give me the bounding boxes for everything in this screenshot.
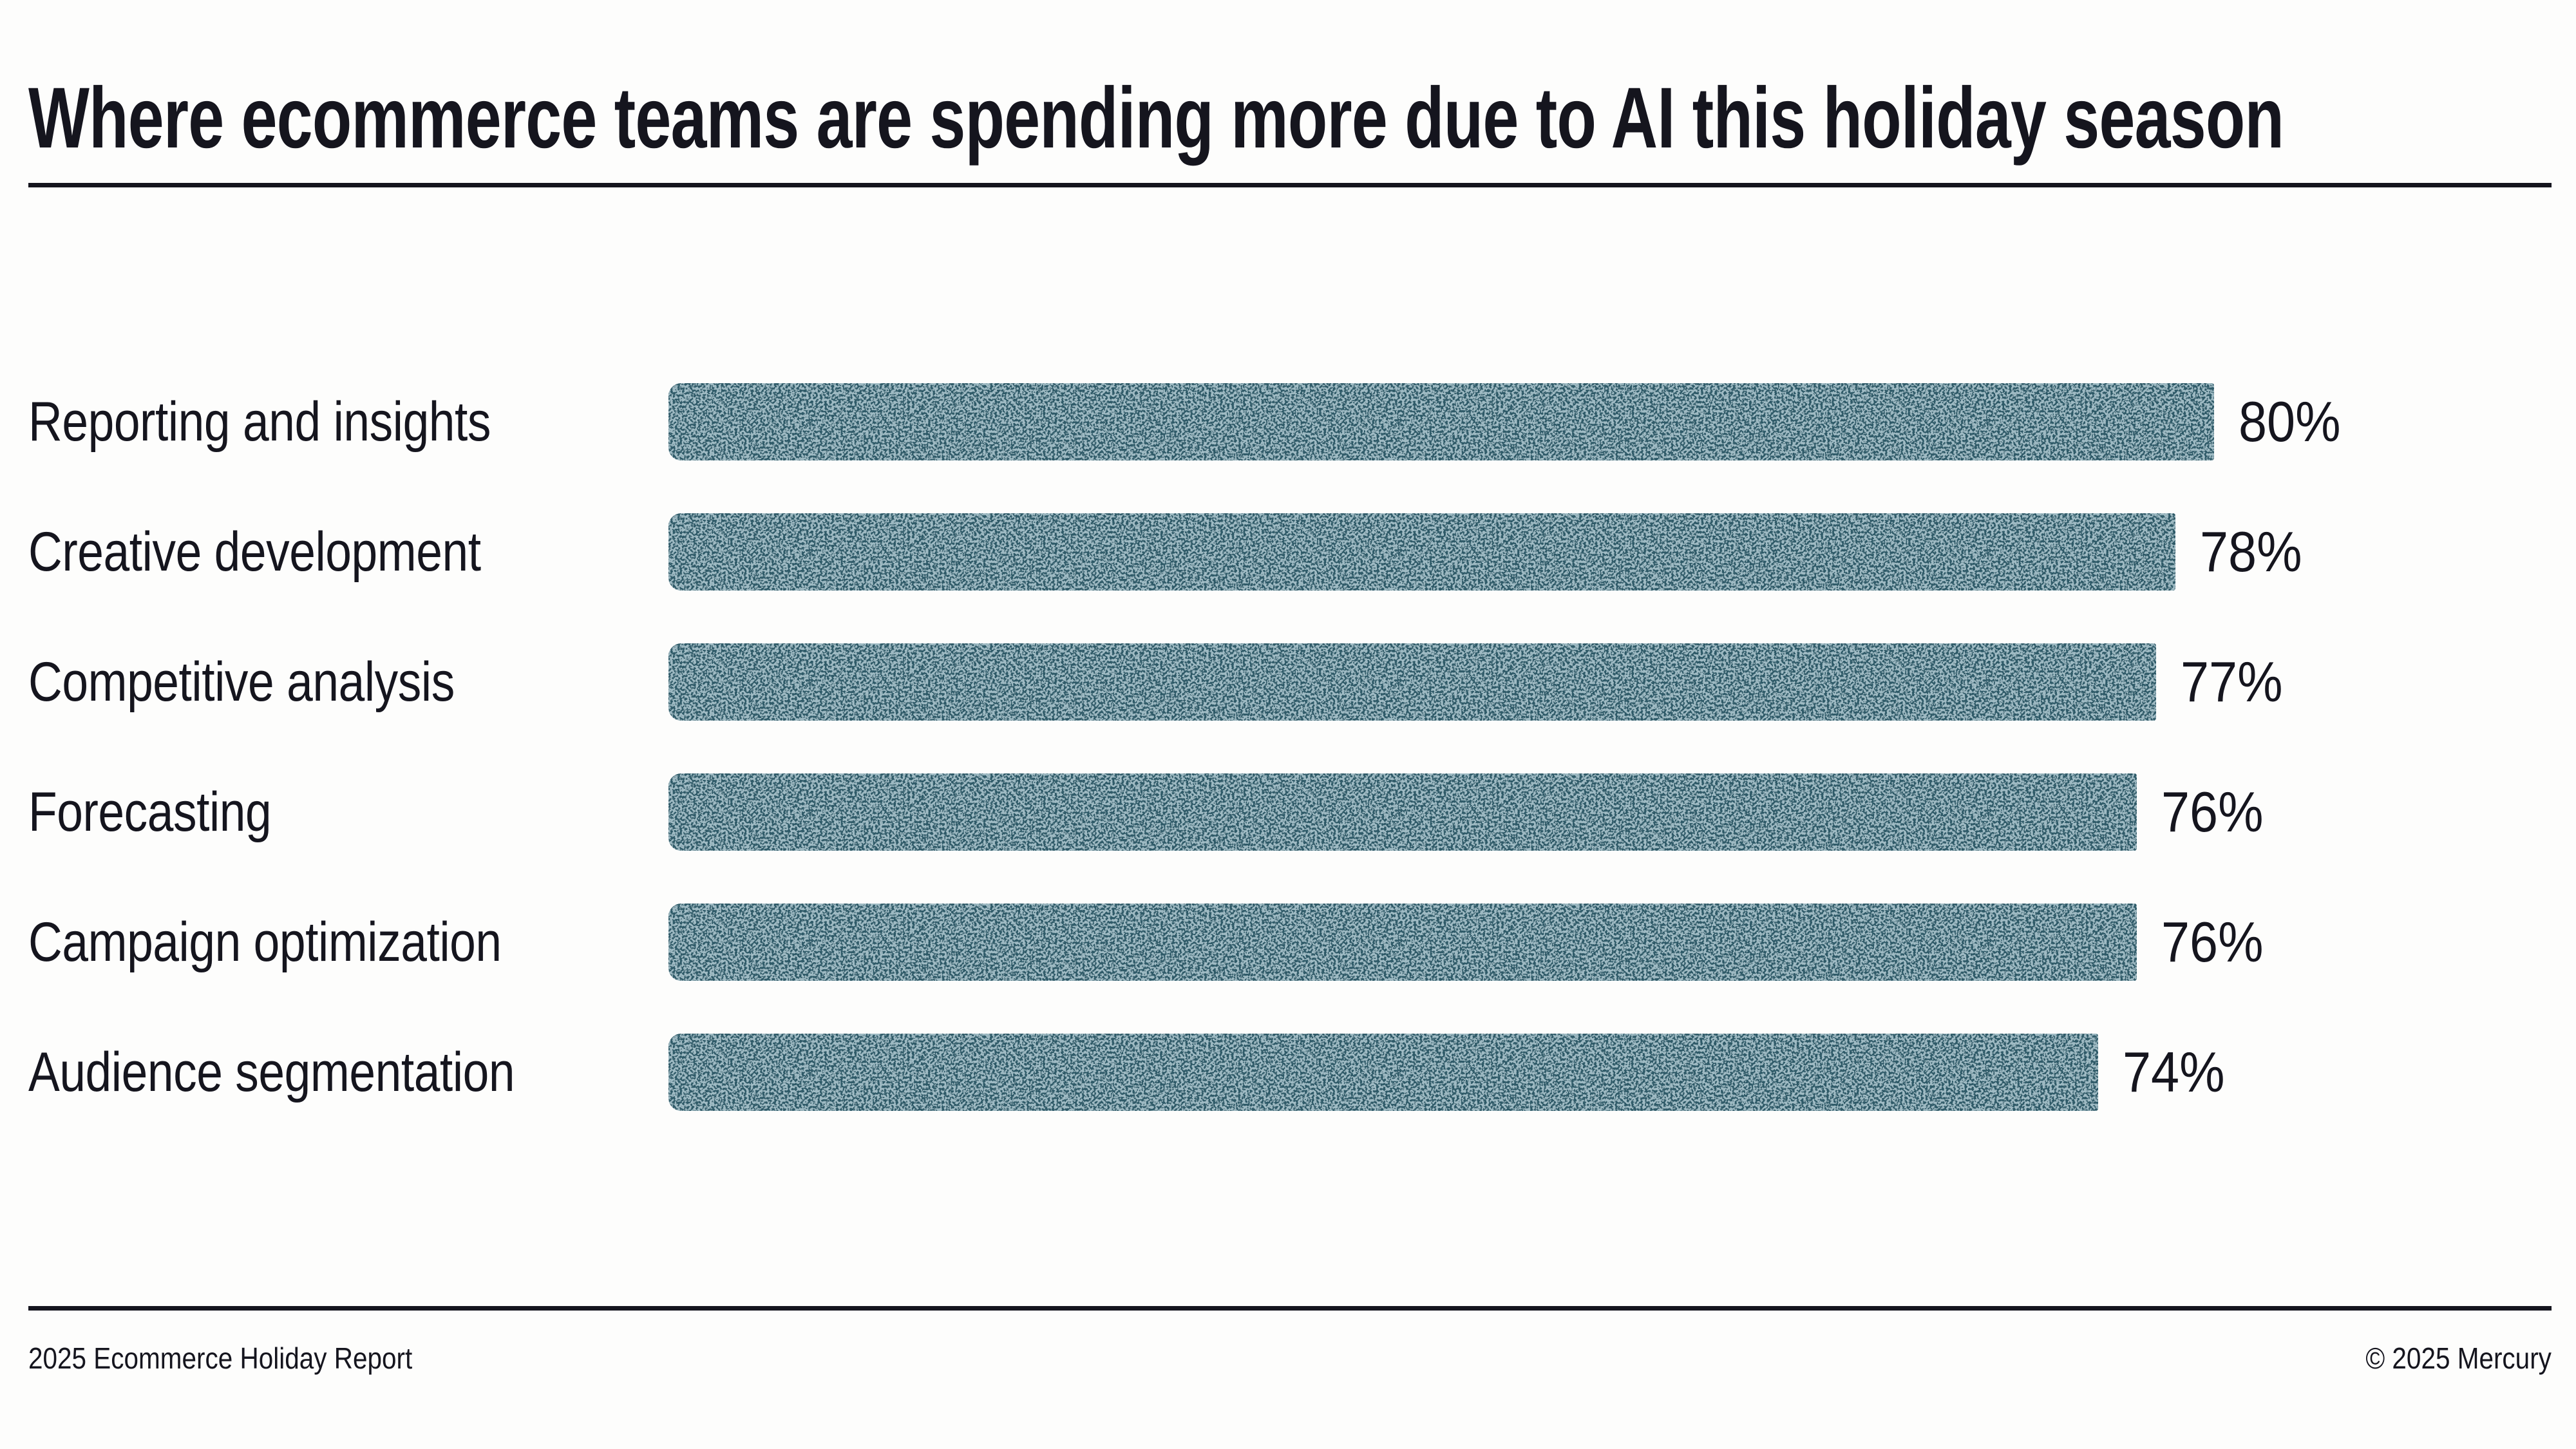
- chart-row: Reporting and insights 80%: [28, 383, 2352, 460]
- bar-texture: [668, 1034, 2098, 1111]
- bar: [668, 513, 2175, 591]
- category-label: Competitive analysis: [28, 650, 455, 713]
- chart-row: Competitive analysis 77%: [28, 643, 2294, 721]
- bar: [668, 1034, 2098, 1111]
- category-label: Reporting and insights: [28, 390, 491, 453]
- title-divider: [28, 183, 2552, 187]
- chart-row: Forecasting 76%: [28, 773, 2275, 851]
- value-label: 74%: [2123, 1040, 2225, 1104]
- chart-row: Creative development 78%: [28, 513, 2313, 591]
- category-label: Audience segmentation: [28, 1041, 515, 1103]
- bar: [668, 383, 2214, 460]
- footer-copyright: © 2025 Mercury: [2365, 1341, 2552, 1375]
- bar-texture: [668, 773, 2137, 851]
- category-label: Campaign optimization: [28, 911, 502, 973]
- bar: [668, 904, 2137, 981]
- value-label: 76%: [2161, 780, 2264, 844]
- chart-row: Campaign optimization 76%: [28, 904, 2275, 981]
- value-label: 78%: [2200, 520, 2302, 583]
- bar-texture: [668, 643, 2156, 721]
- value-label: 77%: [2181, 650, 2283, 714]
- bar-texture: [668, 904, 2137, 981]
- value-label: 76%: [2161, 910, 2264, 974]
- value-label: 80%: [2239, 390, 2341, 453]
- category-label: Forecasting: [28, 781, 272, 843]
- bar: [668, 643, 2156, 721]
- footer-divider: [28, 1306, 2552, 1311]
- chart-row: Audience segmentation 74%: [28, 1034, 2236, 1111]
- footer-source: 2025 Ecommerce Holiday Report: [28, 1341, 413, 1375]
- bar: [668, 773, 2137, 851]
- bar-texture: [668, 383, 2214, 460]
- page-title: Where ecommerce teams are spending more …: [28, 70, 2284, 166]
- bar-texture: [668, 513, 2175, 591]
- category-label: Creative development: [28, 520, 481, 583]
